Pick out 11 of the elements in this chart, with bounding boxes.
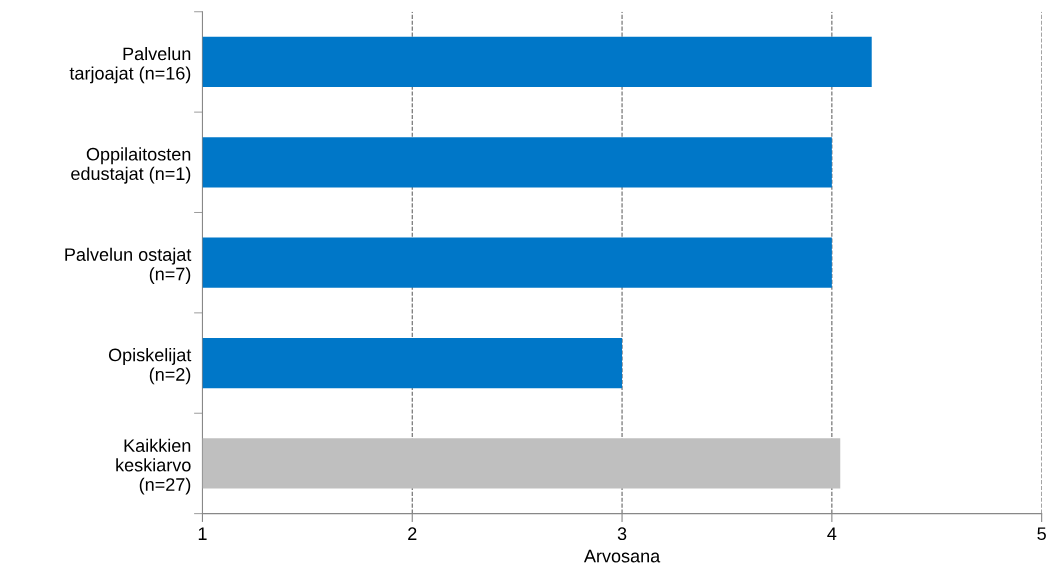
x-axis-title: Arvosana (583, 549, 661, 563)
y-tick-label: Opiskelijat (n=2) (108, 348, 192, 385)
x-tick-label: 5 (1037, 527, 1046, 541)
y-tick-label: Kaikkien keskiarvo (n=27) (116, 438, 191, 495)
x-tick-label: 1 (198, 527, 207, 540)
y-tick-label: Palvelun ostajat (n=7) (65, 247, 192, 284)
x-tick-label: 4 (827, 527, 837, 540)
x-tick-label: 3 (617, 527, 627, 541)
y-tick-label: Oppilaitosten edustajat (n=1) (71, 147, 191, 184)
y-tick-label: Palvelun tarjoajat (n=16) (69, 46, 191, 84)
x-tick-label: 2 (408, 527, 417, 540)
